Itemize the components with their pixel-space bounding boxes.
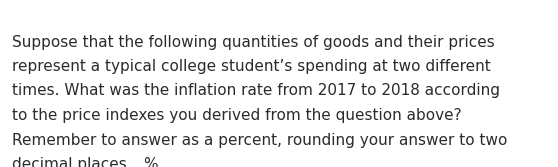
Text: Suppose that the following quantities of goods and their prices: Suppose that the following quantities of… xyxy=(12,35,495,49)
Text: decimal places.: decimal places. xyxy=(12,157,137,167)
Text: times. What was the inflation rate from 2017 to 2018 according: times. What was the inflation rate from … xyxy=(12,84,500,99)
Text: ____: ____ xyxy=(146,157,176,167)
Text: Remember to answer as a percent, rounding your answer to two: Remember to answer as a percent, roundin… xyxy=(12,132,507,147)
Text: %: % xyxy=(143,157,158,167)
Text: represent a typical college student’s spending at two different: represent a typical college student’s sp… xyxy=(12,59,490,74)
Text: to the price indexes you derived from the question above?: to the price indexes you derived from th… xyxy=(12,108,461,123)
